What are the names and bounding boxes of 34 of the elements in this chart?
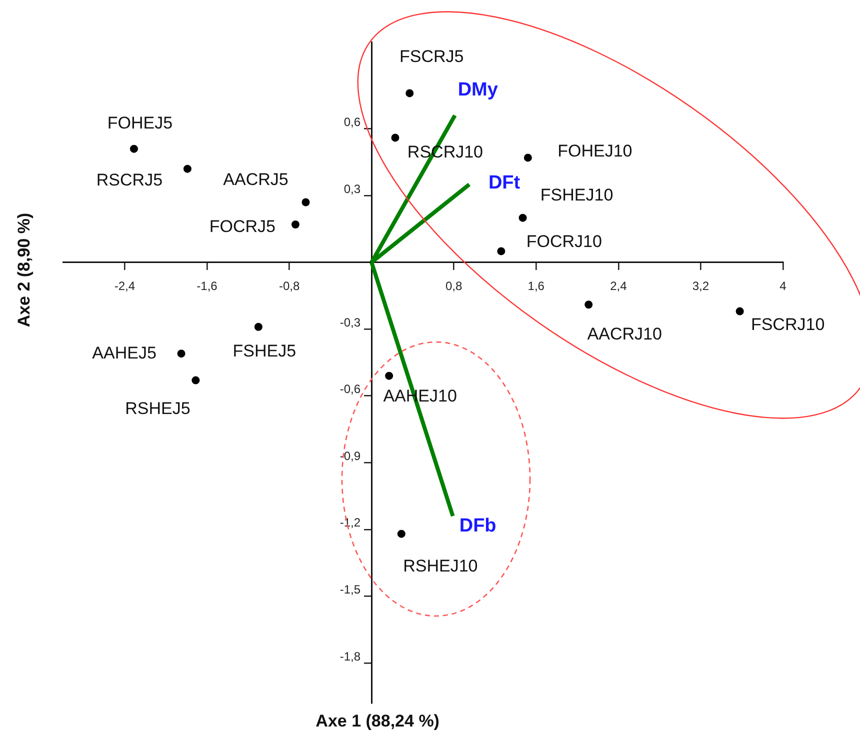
- annotation: RSHEJ5: [125, 398, 190, 418]
- annotation: FOHEJ5: [107, 114, 173, 133]
- x-tick-label: 0,8: [446, 278, 463, 293]
- annotation: RSCRJ5: [96, 170, 163, 190]
- x-axis-title: Axe 1 (88,24 %): [316, 712, 440, 731]
- x-tick-label: 2,4: [610, 278, 628, 293]
- y-tick-label: -0,6: [340, 382, 361, 396]
- x-tick-label: -2,4: [114, 278, 136, 293]
- annotation: FOHEJ10: [558, 141, 632, 160]
- x-tick-label: 1,6: [528, 278, 545, 293]
- x-tick-label: 3,2: [692, 278, 710, 293]
- annotation: FSCRJ5: [400, 46, 464, 66]
- y-tick-label: -0,9: [340, 448, 361, 463]
- y-tick-label: -1,8: [340, 649, 361, 664]
- annotation: AACRJ10: [587, 324, 662, 344]
- annotation: RSHEJ10: [403, 556, 478, 576]
- y-tick-label: -1,5: [340, 582, 361, 596]
- annotation: AAHEJ5: [92, 343, 156, 362]
- annotation: FOCRJ10: [526, 232, 602, 251]
- x-tick-label: 4: [780, 278, 787, 293]
- y-tick-label: 0,6: [344, 115, 361, 130]
- series-label: DFt: [488, 172, 521, 194]
- x-tick-label: -1,6: [196, 278, 218, 293]
- y-tick-label: 0,3: [344, 182, 361, 196]
- y-axis-title: Axe 2 (8,90 %): [14, 212, 34, 328]
- annotation: FSHEJ10: [540, 186, 614, 205]
- x-tick-label: -0,8: [278, 278, 300, 293]
- annotation: AACRJ5: [223, 170, 288, 189]
- y-tick-label: -0,3: [340, 315, 361, 330]
- series-label: DMy: [458, 80, 498, 101]
- series-label: DFb: [459, 515, 496, 536]
- annotation: FSHEJ5: [232, 342, 296, 361]
- annotation: FSCRJ10: [750, 314, 825, 334]
- annotation: FOCRJ5: [209, 217, 276, 236]
